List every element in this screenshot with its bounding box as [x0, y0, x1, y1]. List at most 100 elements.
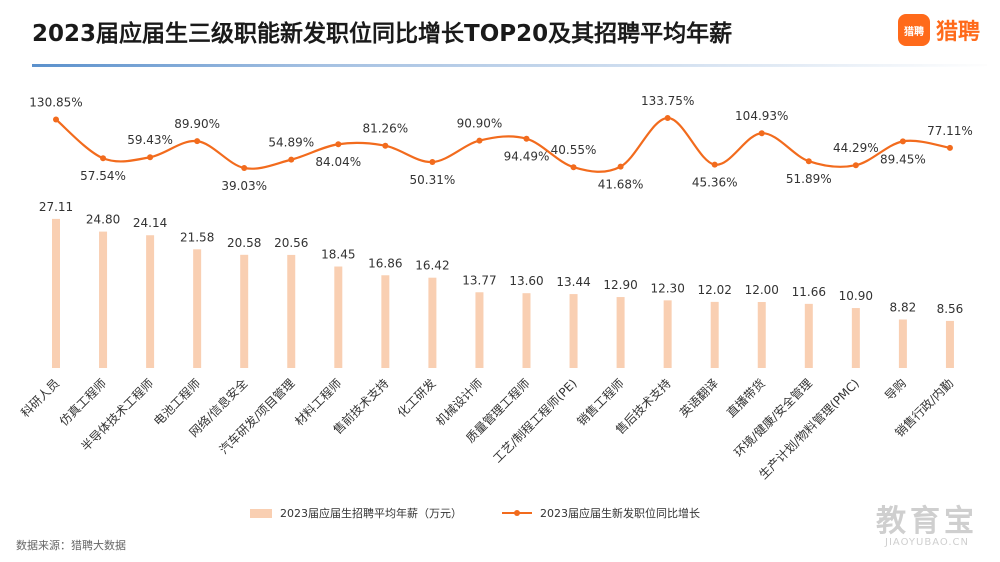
growth-point: [664, 115, 671, 121]
growth-point: [194, 138, 201, 145]
growth-point: [53, 116, 59, 123]
bar: [522, 293, 531, 368]
growth-value-label: 133.75%: [641, 94, 694, 108]
bar: [381, 275, 390, 368]
growth-point: [429, 159, 436, 166]
growth-value-label: 89.45%: [880, 152, 926, 166]
brand: 猎聘 猎聘: [897, 14, 980, 46]
brand-name: 猎聘: [935, 20, 980, 45]
growth-point: [382, 142, 389, 149]
growth-value-label: 90.90%: [457, 117, 503, 131]
bar-value-label: 12.90: [603, 278, 637, 292]
growth-value-label: 45.36%: [692, 176, 738, 190]
growth-value-label: 59.43%: [127, 133, 173, 147]
bar: [569, 294, 578, 368]
bar-value-label: 10.90: [839, 289, 873, 303]
watermark-main: 教育宝: [876, 504, 978, 539]
growth-point: [335, 141, 342, 148]
growth-point: [852, 162, 859, 169]
category-tick-label: 直播带货: [723, 376, 768, 421]
growth-value-label: 57.54%: [80, 169, 126, 183]
legend-label-salary: 2023届应届生招聘平均年薪（万元）: [280, 507, 462, 520]
growth-point: [711, 161, 718, 168]
growth-value-label: 104.93%: [735, 109, 788, 123]
growth-value-label: 39.03%: [221, 179, 267, 193]
bar: [287, 254, 296, 368]
bar: [334, 266, 343, 368]
growth-point: [476, 137, 483, 144]
growth-point: [147, 154, 154, 161]
growth-value-label: 81.26%: [362, 122, 408, 136]
bar: [898, 319, 907, 368]
bar-value-label: 16.86: [368, 256, 402, 270]
growth-value-label: 40.55%: [551, 143, 597, 157]
growth-value-label: 84.04%: [315, 155, 361, 169]
title-divider-accent: [32, 64, 987, 67]
watermark-sub: JIAOYUBAO.CN: [885, 537, 969, 548]
bar: [945, 320, 954, 368]
growth-value-label: 89.90%: [174, 117, 220, 131]
legend-swatch-bar: [250, 508, 272, 518]
bar-value-label: 8.56: [937, 302, 964, 316]
bar-value-label: 20.56: [274, 236, 308, 250]
bar-value-label: 13.77: [462, 273, 496, 287]
bar: [52, 218, 60, 368]
bar-value-label: 24.14: [133, 216, 167, 230]
data-source: 数据来源：猎聘大数据: [16, 539, 126, 552]
growth-value-label: 44.29%: [833, 141, 879, 155]
growth-series-line: [55, 116, 951, 173]
growth-point: [241, 165, 248, 171]
bar-value-label: 13.60: [509, 274, 543, 288]
growth-point: [288, 156, 295, 163]
growth-point: [758, 130, 765, 137]
bar-value-label: 18.45: [321, 248, 355, 262]
growth-value-label: 77.11%: [927, 124, 973, 138]
bar-value-label: 20.58: [227, 236, 261, 250]
category-tick-label: 英语翻译: [677, 376, 721, 420]
combo-chart: 27.11科研人员24.80仿真工程师24.14半导体技术工程师21.58电池工…: [18, 94, 973, 482]
growth-point: [899, 138, 906, 145]
growth-value-label: 41.68%: [598, 178, 644, 192]
category-tick-label: 化工研发: [394, 376, 439, 421]
legend-item-growth: 2023届应届生新发职位同比增长: [502, 505, 700, 521]
bar: [616, 297, 625, 368]
growth-value-label: 54.89%: [268, 136, 314, 150]
bar: [851, 308, 860, 368]
category-tick-label: 科研人员: [18, 376, 62, 420]
bar-value-label: 12.30: [650, 281, 684, 295]
bar-value-label: 12.02: [698, 283, 732, 297]
bar-value-label: 21.58: [180, 230, 214, 244]
growth-point: [805, 158, 812, 165]
growth-value-label: 51.89%: [786, 172, 832, 186]
bar-value-label: 13.44: [556, 275, 590, 289]
bar-value-label: 12.00: [745, 283, 779, 297]
legend-label-growth: 2023届应届生新发职位同比增长: [540, 507, 700, 520]
bar-value-label: 11.66: [792, 285, 826, 299]
growth-value-label: 94.49%: [504, 150, 550, 164]
category-tick-label: 环境/健康/安全管理: [731, 376, 815, 460]
legend-item-salary: 2023届应届生招聘平均年薪（万元）: [250, 505, 462, 521]
bar-value-label: 8.82: [890, 300, 917, 314]
legend-swatch-line: [502, 508, 532, 518]
category-tick-label: 导购: [881, 376, 909, 404]
category-tick-label: 工艺/制程工程师(PE): [490, 376, 580, 466]
watermark: 教育宝 JIAOYUBAO.CN: [876, 504, 978, 549]
growth-point: [523, 135, 530, 142]
bar: [193, 249, 202, 368]
bar-value-label: 24.80: [86, 213, 120, 227]
bar: [146, 235, 155, 368]
bar: [240, 254, 249, 368]
brand-logo-icon: 猎聘: [897, 14, 930, 46]
bar: [99, 231, 108, 368]
bar: [663, 300, 672, 368]
chart-legend: 2023届应届生招聘平均年薪（万元） 2023届应届生新发职位同比增长: [250, 505, 700, 521]
bar-value-label: 27.11: [39, 200, 73, 214]
growth-point: [570, 164, 577, 171]
growth-value-label: 130.85%: [29, 96, 82, 110]
bar: [804, 303, 813, 368]
bar-value-label: 16.42: [415, 259, 449, 273]
bar: [710, 301, 719, 368]
bar: [757, 302, 766, 368]
growth-value-label: 50.31%: [410, 173, 456, 187]
growth-point: [617, 163, 624, 170]
